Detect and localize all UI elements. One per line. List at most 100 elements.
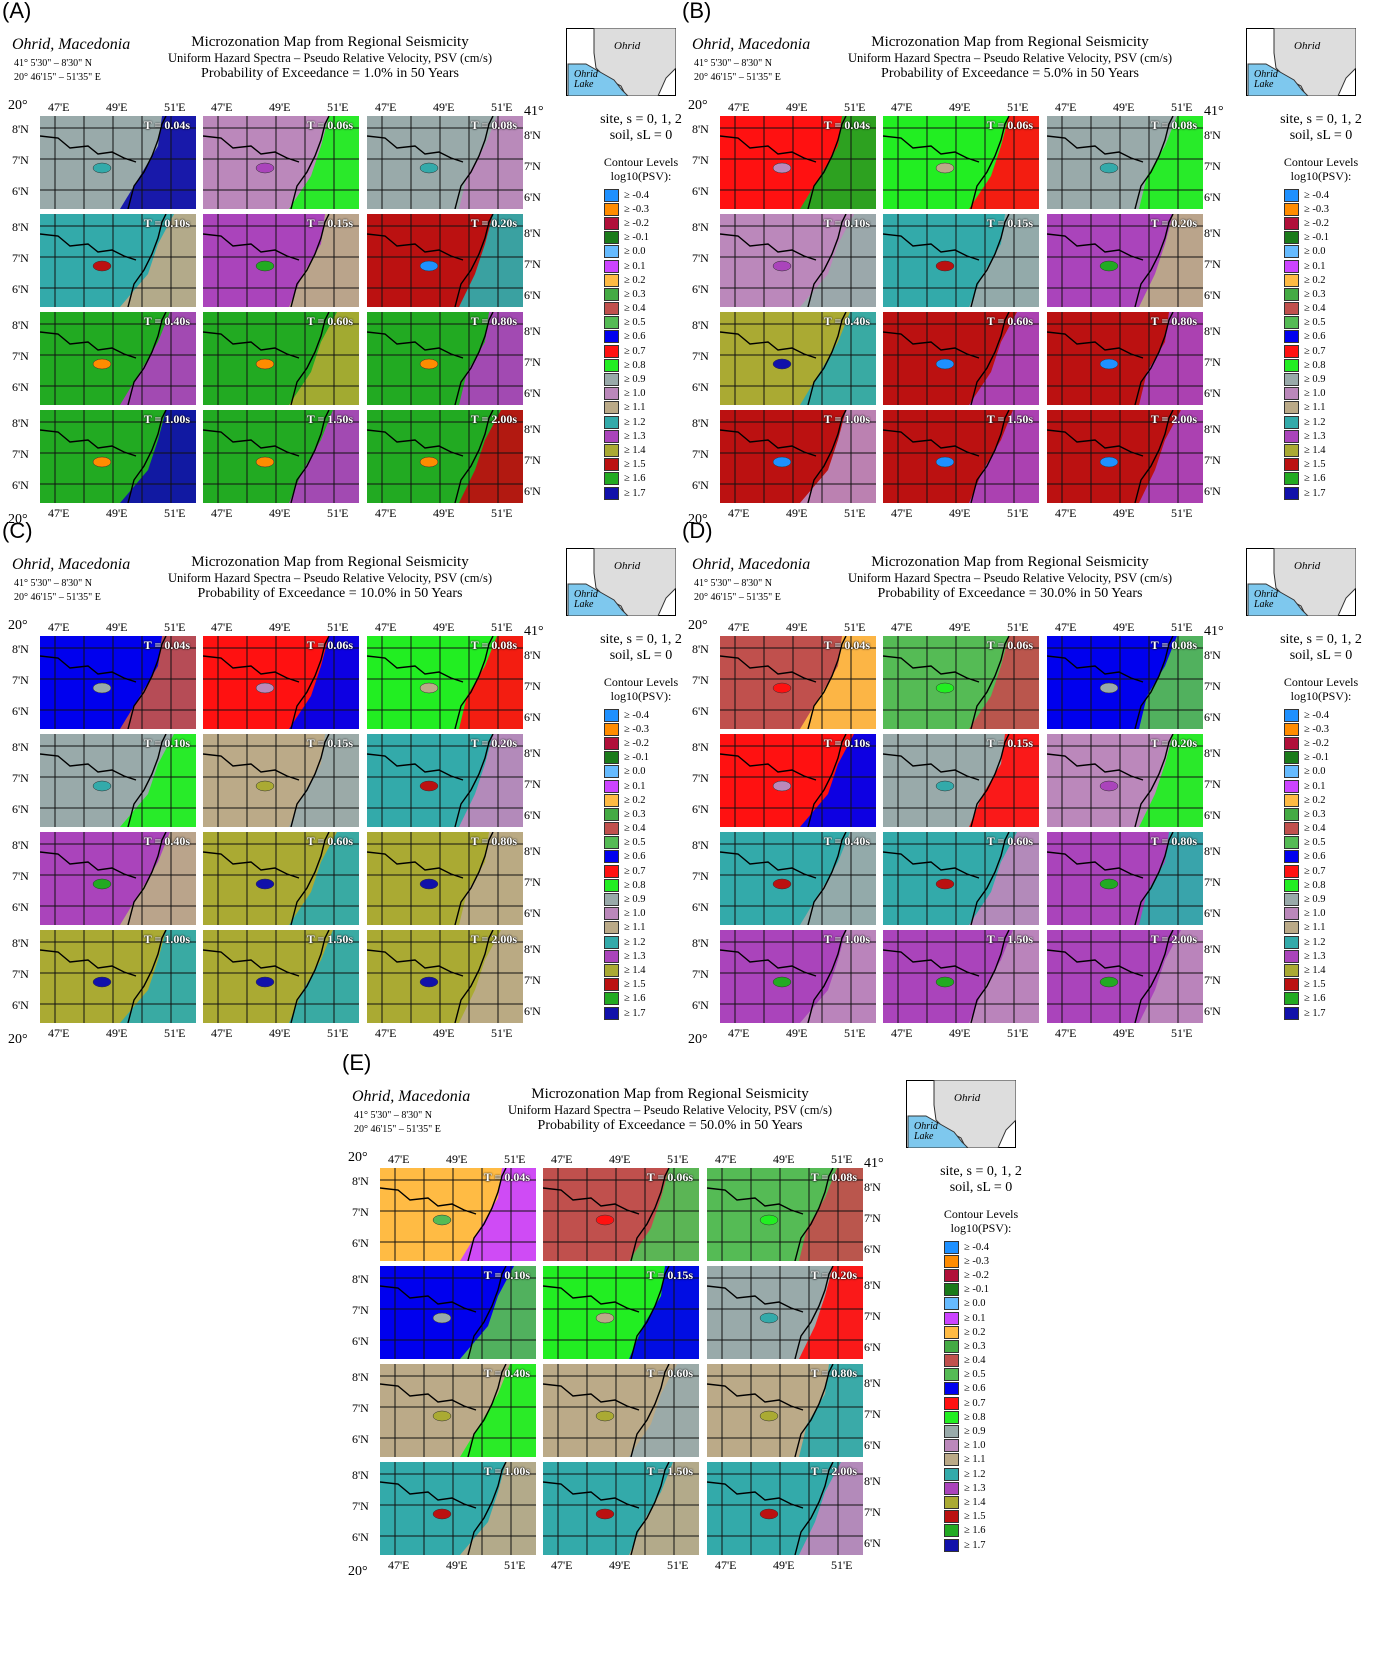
legend-swatch bbox=[1284, 751, 1299, 765]
panel-e: (E) Ohrid, Macedonia 41° 5'30" – 8'30" N 20… bbox=[340, 1050, 1040, 1602]
legend-label: ≥ 1.3 bbox=[1304, 950, 1326, 962]
inset-town: Ohrid bbox=[954, 1092, 981, 1104]
legend-label: ≥ 1.2 bbox=[1304, 416, 1326, 428]
legend-swatch bbox=[1284, 850, 1299, 864]
legend-item: ≥ 1.1 bbox=[1284, 401, 1329, 415]
period-label: T = 0.20s bbox=[1150, 736, 1197, 750]
legend-label: ≥ 0.0 bbox=[1304, 766, 1326, 778]
legend-item: ≥ 0.4 bbox=[604, 302, 649, 316]
lat-label-left: 8'N bbox=[692, 416, 709, 430]
lat-label-right: 8'N bbox=[524, 942, 541, 956]
legend-label: ≥ 1.5 bbox=[624, 459, 646, 471]
legend-label: ≥ 0.1 bbox=[624, 780, 646, 792]
hazard-map bbox=[203, 636, 359, 729]
legend-swatch bbox=[604, 401, 619, 415]
lon-label-bottom: 51'E bbox=[491, 506, 513, 520]
lat-label-left: 7'N bbox=[692, 251, 709, 265]
lat-label-right: 6'N bbox=[524, 710, 541, 724]
legend-swatch bbox=[604, 963, 619, 977]
lon-label-bottom: 49'E bbox=[609, 1558, 631, 1572]
site-line: site, s = 0, 1, 2 bbox=[940, 1164, 1022, 1179]
legend-label: ≥ 0.8 bbox=[624, 359, 646, 371]
origin-lat-right: 41° bbox=[1204, 624, 1224, 639]
legend-label: ≥ 0.6 bbox=[1304, 851, 1326, 863]
panel-c: (C) Ohrid, Macedonia 41° 5'30" – 8'30" N 20… bbox=[0, 518, 700, 1070]
legend-item: ≥ 1.4 bbox=[604, 963, 649, 977]
legend-label: ≥ 0.6 bbox=[964, 1383, 986, 1395]
period-label: T = 0.08s bbox=[1150, 118, 1197, 132]
lat-label-left: 6'N bbox=[12, 478, 29, 492]
panel-letter: (C) bbox=[2, 518, 33, 543]
hazard-map bbox=[707, 1364, 863, 1457]
legend-label: ≥ 0.2 bbox=[624, 274, 646, 286]
probability-label: Probability of Exceedance = 1.0% in 50 Y… bbox=[201, 66, 459, 81]
legend-label: ≥ 0.4 bbox=[1304, 823, 1326, 835]
sub-map: T = 0.60s bbox=[883, 832, 1039, 925]
legend-swatch bbox=[944, 1481, 959, 1495]
legend-item: ≥ 1.7 bbox=[604, 486, 649, 500]
lat-label-left: 7'N bbox=[352, 1499, 369, 1513]
legend-item: ≥ 0.8 bbox=[1284, 878, 1329, 892]
map-title: Microzonation Map from Regional Seismici… bbox=[531, 1086, 809, 1102]
lon-range: 20° 46'15" – 51'35" E bbox=[354, 1124, 441, 1135]
period-label: T = 0.04s bbox=[143, 118, 190, 132]
legend-label: ≥ 0.4 bbox=[624, 823, 646, 835]
lat-label-left: 7'N bbox=[12, 771, 29, 785]
origin-lon-bottom: 20° bbox=[8, 1032, 28, 1047]
legend-swatch bbox=[604, 273, 619, 287]
lat-label-left: 6'N bbox=[692, 998, 709, 1012]
legend-swatch bbox=[604, 992, 619, 1006]
legend-item: ≥ -0.4 bbox=[944, 1240, 989, 1254]
legend-label: ≥ 0.8 bbox=[1304, 359, 1326, 371]
origin-lon-bottom: 20° bbox=[348, 1564, 368, 1579]
inset-lake: Ohrid Lake bbox=[574, 589, 598, 610]
period-label: T = 1.50s bbox=[986, 412, 1033, 426]
legend-label: ≥ 1.2 bbox=[1304, 936, 1326, 948]
legend-item: ≥ 1.4 bbox=[604, 443, 649, 457]
lat-label-left: 8'N bbox=[12, 936, 29, 950]
lat-label-right: 7'N bbox=[864, 1407, 881, 1421]
lon-range: 20° 46'15" – 51'35" E bbox=[14, 592, 101, 603]
legend-item: ≥ 0.8 bbox=[604, 878, 649, 892]
lat-label-left: 8'N bbox=[12, 838, 29, 852]
origin-lon-bottom: 20° bbox=[688, 1032, 708, 1047]
legend-swatch bbox=[1284, 273, 1299, 287]
lat-label-right: 8'N bbox=[524, 422, 541, 436]
lon-label-top: 49'E bbox=[433, 100, 455, 114]
lat-range: 41° 5'30" – 8'30" N bbox=[694, 578, 772, 589]
lat-label-left: 7'N bbox=[692, 447, 709, 461]
legend-label: ≥ 0.5 bbox=[1304, 317, 1326, 329]
legend-item: ≥ 1.6 bbox=[1284, 472, 1329, 486]
probability-label: Probability of Exceedance = 30.0% in 50 … bbox=[877, 586, 1143, 601]
legend-label: ≥ 1.0 bbox=[624, 908, 646, 920]
lon-label-bottom: 51'E bbox=[504, 1558, 526, 1572]
period-label: T = 0.20s bbox=[1150, 216, 1197, 230]
hazard-map bbox=[203, 214, 359, 307]
map-subtitle: Uniform Hazard Spectra – Pseudo Relative… bbox=[167, 51, 492, 65]
legend-swatch bbox=[1284, 231, 1299, 245]
hazard-map bbox=[367, 734, 523, 827]
legend-label: ≥ 0.1 bbox=[624, 260, 646, 272]
legend-swatch bbox=[944, 1439, 959, 1453]
legend-swatch bbox=[604, 458, 619, 472]
legend-swatch bbox=[1284, 893, 1299, 907]
legend-item: ≥ -0.4 bbox=[604, 708, 649, 722]
legend-swatch bbox=[604, 978, 619, 992]
hazard-map bbox=[367, 312, 523, 405]
legend-label: ≥ 1.5 bbox=[624, 979, 646, 991]
legend-label: ≥ 1.3 bbox=[964, 1482, 986, 1494]
lat-label-right: 8'N bbox=[524, 746, 541, 760]
lon-label-top: 51'E bbox=[327, 100, 349, 114]
legend-item: ≥ 0.9 bbox=[944, 1424, 989, 1439]
legend-item: ≥ 0.1 bbox=[604, 259, 649, 273]
lat-label-left: 6'N bbox=[352, 1530, 369, 1544]
lon-label-top: 47'E bbox=[891, 620, 913, 634]
lon-label-bottom: 51'E bbox=[164, 1026, 186, 1040]
lon-range: 20° 46'15" – 51'35" E bbox=[694, 72, 781, 83]
lon-label-top: 51'E bbox=[831, 1152, 853, 1166]
map-grid: T = 0.04s T = 0.06s T = 0.08s T = 0.10s T = … bbox=[720, 636, 1203, 1023]
hazard-map bbox=[720, 734, 876, 827]
location-inset: Ohrid Ohrid Lake bbox=[1246, 27, 1357, 97]
sub-map: T = 0.04s bbox=[380, 1168, 536, 1261]
hazard-map bbox=[883, 116, 1039, 209]
